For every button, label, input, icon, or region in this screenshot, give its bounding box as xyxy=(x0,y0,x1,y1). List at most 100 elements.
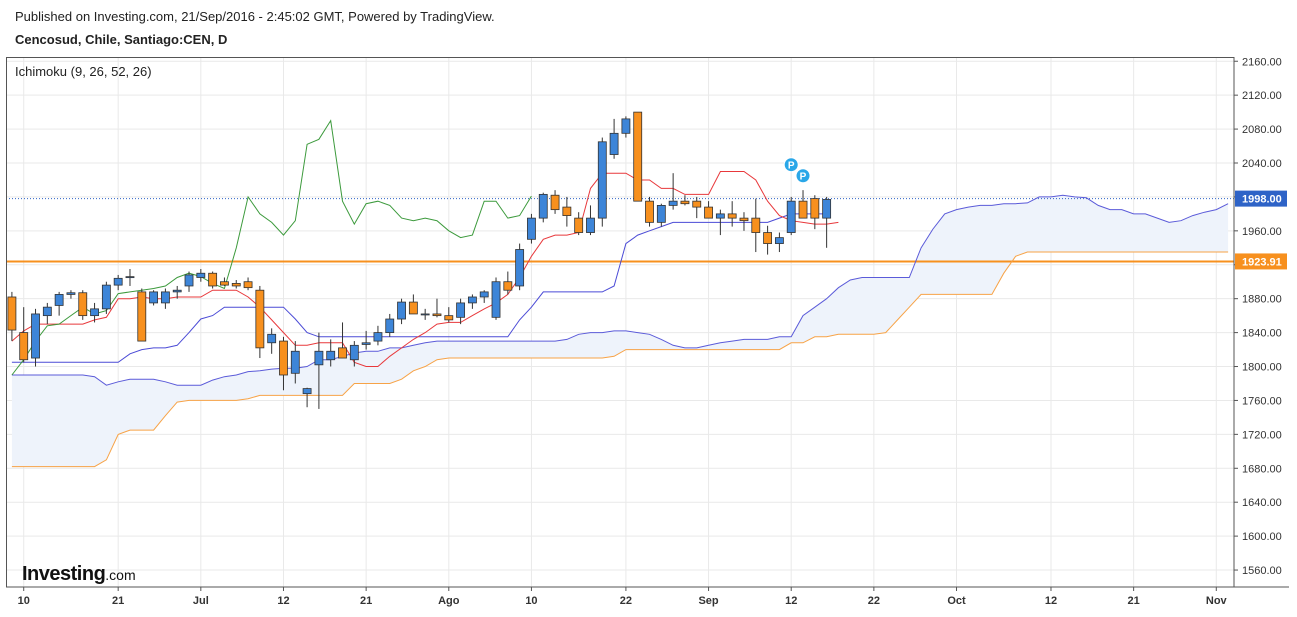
candle-body[interactable] xyxy=(715,213,725,219)
candle-body[interactable] xyxy=(597,141,607,219)
p-marker-label: P xyxy=(788,161,795,172)
candle-body[interactable] xyxy=(314,350,324,366)
p-marker[interactable] xyxy=(783,157,799,173)
candle-body[interactable] xyxy=(810,198,820,219)
candle-body[interactable] xyxy=(66,292,76,295)
candle-body[interactable] xyxy=(479,291,489,298)
candle-body[interactable] xyxy=(503,281,513,291)
candle-body[interactable] xyxy=(338,347,347,359)
indicator-label: Ichimoku (9, 26, 52, 26) xyxy=(15,64,152,79)
candle-body[interactable] xyxy=(444,315,454,321)
candle-body[interactable] xyxy=(822,199,832,219)
candle-body[interactable] xyxy=(7,296,17,331)
candle-body[interactable] xyxy=(727,213,737,219)
candles[interactable] xyxy=(7,111,832,409)
y-tick-label: 1800.00 xyxy=(1242,362,1282,374)
level-tag-label: 1923.91 xyxy=(1242,256,1282,268)
candle-body[interactable] xyxy=(326,350,336,361)
candle-body[interactable] xyxy=(78,292,88,317)
candle-body[interactable] xyxy=(609,132,619,155)
logo-suffix: .com xyxy=(105,567,136,583)
candle-body[interactable] xyxy=(645,200,654,223)
candle-body[interactable] xyxy=(149,291,159,304)
x-tick-label: Jul xyxy=(193,595,209,607)
candle-body[interactable] xyxy=(302,388,312,395)
kijun-line xyxy=(11,213,827,363)
y-tick-label: 2120.00 xyxy=(1242,90,1282,102)
candle-body[interactable] xyxy=(373,332,383,342)
candle-body[interactable] xyxy=(196,272,206,278)
plot-border xyxy=(6,57,1235,588)
candle-body[interactable] xyxy=(633,111,643,202)
candle-body[interactable] xyxy=(113,277,123,286)
span-a-line xyxy=(11,251,1229,468)
candle-body[interactable] xyxy=(90,308,99,317)
chart-svg[interactable]: PP 1560.00 1600.00 1640.00 1680.00 1720.00 17… xyxy=(6,56,1289,612)
candle-body[interactable] xyxy=(125,276,135,279)
candle-body[interactable] xyxy=(739,217,749,222)
candle-body[interactable] xyxy=(349,344,359,361)
candle-body[interactable] xyxy=(220,281,229,286)
candle-body[interactable] xyxy=(397,301,406,320)
candle-body[interactable] xyxy=(515,249,525,287)
candle-body[interactable] xyxy=(420,313,430,316)
logo-name: Investing xyxy=(22,563,106,585)
candle-body[interactable] xyxy=(172,289,182,293)
y-tick-label: 1720.00 xyxy=(1242,429,1282,441)
candle-body[interactable] xyxy=(668,200,678,206)
markers[interactable]: PP xyxy=(783,157,811,184)
candle-body[interactable] xyxy=(385,318,395,334)
x-tick-label: 22 xyxy=(620,595,632,607)
span-b-line xyxy=(11,194,1229,386)
x-tick-label: 12 xyxy=(785,595,797,607)
candle-body[interactable] xyxy=(255,289,265,349)
indicator-lines xyxy=(11,119,1229,468)
candle-body[interactable] xyxy=(527,217,536,240)
candle-body[interactable] xyxy=(774,237,784,244)
candle-body[interactable] xyxy=(54,294,64,306)
candle-body[interactable] xyxy=(361,342,371,345)
candle-body[interactable] xyxy=(751,217,761,233)
candle-body[interactable] xyxy=(290,350,300,374)
candle-body[interactable] xyxy=(467,296,477,304)
candle-body[interactable] xyxy=(231,283,241,287)
x-tick-label: 12 xyxy=(1045,595,1057,607)
candle-body[interactable] xyxy=(704,206,713,219)
candle-body[interactable] xyxy=(279,340,288,376)
p-marker[interactable] xyxy=(795,168,811,184)
candle-body[interactable] xyxy=(184,274,194,287)
grid xyxy=(6,57,1234,587)
candle-body[interactable] xyxy=(456,302,466,318)
y-tick-label: 1600.00 xyxy=(1242,531,1282,543)
candle-body[interactable] xyxy=(692,200,702,208)
candle-body[interactable] xyxy=(137,291,147,342)
candle-body[interactable] xyxy=(656,204,666,223)
candle-body[interactable] xyxy=(574,217,584,233)
candle-body[interactable] xyxy=(586,217,595,233)
x-tick-label: 21 xyxy=(1128,595,1140,607)
candle-body[interactable] xyxy=(408,301,418,315)
candle-body[interactable] xyxy=(432,313,442,317)
candle-body[interactable] xyxy=(19,332,29,361)
candle-body[interactable] xyxy=(550,194,560,211)
candle-body[interactable] xyxy=(243,281,253,289)
candle-body[interactable] xyxy=(160,291,170,304)
candle-body[interactable] xyxy=(208,272,218,287)
candle-body[interactable] xyxy=(267,333,277,344)
candle-body[interactable] xyxy=(798,200,808,219)
candle-body[interactable] xyxy=(562,206,572,216)
x-tick-label: Sep xyxy=(698,595,718,607)
candle-body[interactable] xyxy=(786,200,796,233)
candle-body[interactable] xyxy=(42,306,52,317)
candle-body[interactable] xyxy=(538,193,548,219)
candle-body[interactable] xyxy=(31,313,40,359)
x-tick-label: 10 xyxy=(18,595,30,607)
candle-body[interactable] xyxy=(621,118,631,134)
level-tag-bg xyxy=(1235,253,1287,270)
candle-body[interactable] xyxy=(763,232,773,244)
candle-body[interactable] xyxy=(680,200,690,205)
x-tick-label: Nov xyxy=(1206,595,1228,607)
candle-body[interactable] xyxy=(101,284,111,310)
candle-body[interactable] xyxy=(491,281,501,318)
